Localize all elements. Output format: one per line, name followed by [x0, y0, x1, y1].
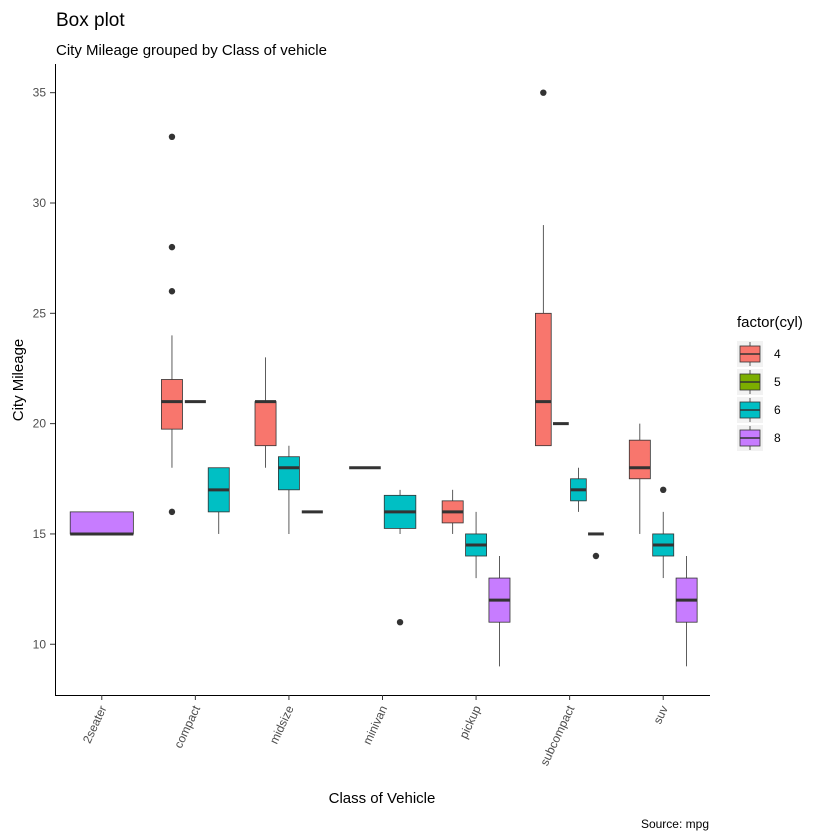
y-tick-label: 35 — [33, 86, 47, 100]
chart-caption: Source: mpg — [641, 817, 709, 831]
outlier-point — [168, 133, 176, 141]
box-subcompact-cyl-8 — [588, 532, 604, 560]
y-tick-label: 25 — [33, 306, 47, 320]
box-subcompact-cyl-6 — [570, 467, 587, 512]
box-pickup-cyl-6 — [465, 511, 487, 579]
x-axis-title: Class of Vehicle — [329, 790, 436, 807]
outlier-point — [592, 552, 600, 560]
x-tick-label-minivan: minivan — [360, 703, 390, 746]
outlier-point — [168, 243, 176, 251]
box-iqr — [161, 379, 183, 430]
chart-title: Box plot — [56, 10, 125, 31]
legend: factor(cyl) 4 5 6 8 — [737, 314, 803, 451]
box-iqr — [535, 312, 552, 447]
box-iqr — [278, 456, 300, 491]
y-tick-label: 15 — [33, 527, 47, 541]
box-compact-cyl-4 — [161, 133, 183, 516]
y-axis-title: City Mileage — [10, 339, 27, 422]
box-suv-cyl-8 — [675, 556, 698, 667]
legend-label-6: 6 — [774, 403, 781, 417]
x-tick-label-pickup: pickup — [456, 703, 483, 741]
box-pickup-cyl-8 — [488, 556, 511, 667]
box-compact-cyl-6 — [207, 467, 230, 534]
y-tick-label: 10 — [33, 637, 47, 651]
legend-label-8: 8 — [774, 431, 781, 445]
box-iqr — [254, 401, 277, 447]
plot-area — [69, 89, 698, 667]
y-tick-label: 30 — [33, 196, 47, 210]
x-tick-label-suv: suv — [650, 703, 671, 726]
box-iqr — [69, 511, 134, 535]
box-2seater-cyl-8 — [69, 511, 134, 536]
legend-title: factor(cyl) — [737, 314, 803, 331]
box-midsize-cyl-6 — [278, 445, 300, 534]
y-tick-label: 20 — [33, 417, 47, 431]
x-axis-ticks: 2seater compact midsize minivan pickup subcom… — [80, 695, 671, 768]
y-axis-ticks: 10 15 20 25 30 35 — [33, 86, 55, 651]
box-pickup-cyl-4 — [441, 489, 464, 534]
box-midsize-cyl-4 — [254, 357, 277, 468]
x-tick-label-midsize: midsize — [267, 703, 297, 746]
box-suv-cyl-6 — [652, 486, 675, 579]
x-tick-label-subcompact: subcompact — [537, 703, 577, 768]
legend-label-5: 5 — [774, 375, 781, 389]
x-tick-label-2seater: 2seater — [80, 703, 110, 745]
x-tick-label-compact: compact — [171, 703, 203, 751]
outlier-point — [168, 288, 176, 295]
box-minivan-cyl-6 — [383, 489, 417, 626]
outlier-point — [540, 89, 547, 96]
legend-label-4: 4 — [774, 347, 781, 361]
box-iqr — [628, 439, 651, 480]
outlier-point — [396, 618, 404, 626]
outlier-point — [168, 508, 176, 516]
chart-subtitle: City Mileage grouped by Class of vehicle — [56, 42, 327, 59]
box-suv-cyl-4 — [628, 423, 651, 534]
outlier-point — [660, 486, 667, 494]
box-subcompact-cyl-4 — [535, 89, 552, 447]
